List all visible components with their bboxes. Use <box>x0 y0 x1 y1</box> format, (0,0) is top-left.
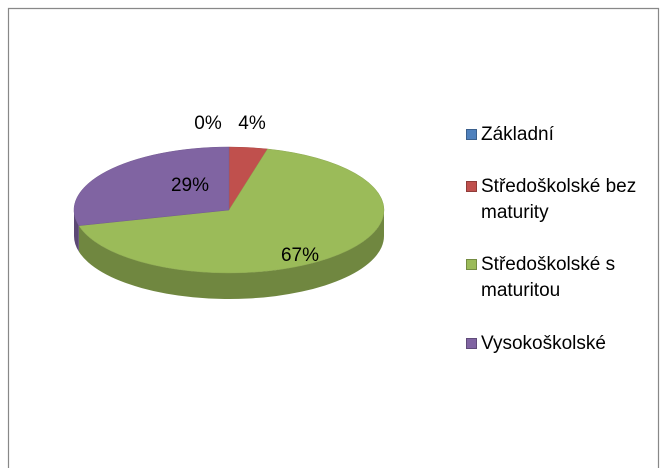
data-labels: 0% 4% 67% 29% <box>171 113 319 266</box>
legend-label: Vysokoškolské <box>481 333 606 354</box>
chart-frame <box>7 7 660 468</box>
slice-side <box>78 210 384 300</box>
slice <box>73 146 230 226</box>
data-label: 29% <box>171 175 209 196</box>
data-label: 67% <box>281 245 319 266</box>
slice <box>78 148 385 274</box>
legend-swatch <box>466 338 477 349</box>
pie-tops <box>73 146 385 274</box>
pie-sides <box>74 210 384 300</box>
data-label: 0% <box>194 113 222 134</box>
legend-swatch <box>466 181 477 192</box>
legend-label: Středoškolské s maturitou <box>481 254 616 301</box>
legend-label: Středoškolské bez maturity <box>481 176 637 223</box>
slice-side <box>74 210 79 252</box>
legend-label: Základní <box>481 124 554 145</box>
legend-swatch <box>466 259 477 270</box>
data-label: 4% <box>238 113 266 134</box>
legend-swatch <box>466 129 477 140</box>
